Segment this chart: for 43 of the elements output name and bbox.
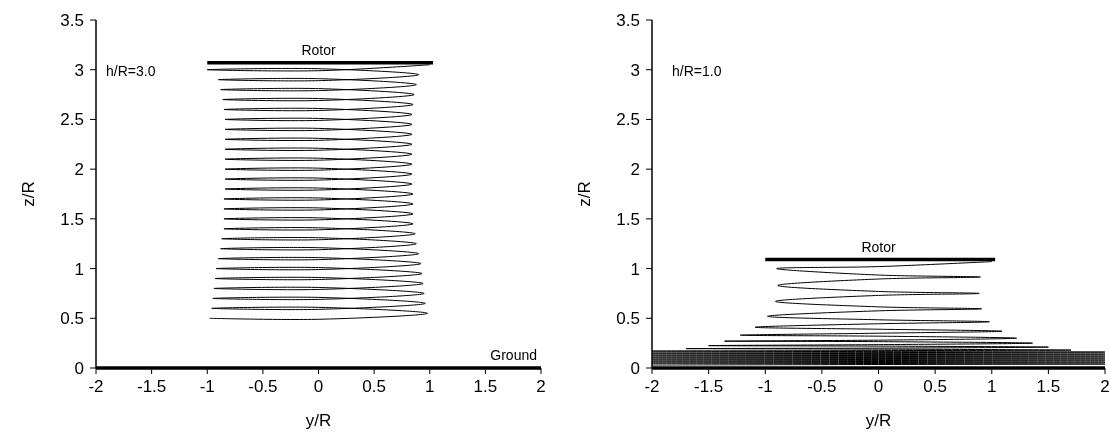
y-tick-label: 0 [74, 359, 84, 378]
x-axis-title: y/R [865, 411, 892, 430]
y-tick-label: 1 [74, 259, 84, 279]
annotation: h/R=3.0 [106, 63, 156, 79]
y-tick-label: 1 [630, 259, 640, 279]
y-tick-label: 2 [74, 160, 84, 180]
x-tick-label: 1.5 [1036, 377, 1061, 396]
y-tick-label: 1.5 [60, 209, 84, 229]
ref-line-label: Ground [490, 347, 537, 363]
y-tick-label: 3 [630, 60, 640, 80]
x-tick-label: -0.5 [248, 377, 278, 396]
y-axis-title: z/R [575, 181, 594, 207]
y-tick-label: 0 [630, 359, 640, 378]
x-tick-label: -1.5 [693, 377, 724, 396]
y-tick-label: 0.5 [60, 309, 84, 329]
y-tick-label: 3 [74, 60, 84, 80]
y-tick-label: 0.5 [616, 309, 640, 329]
x-axis-title: y/R [305, 411, 332, 430]
x-tick-label: -2 [644, 377, 660, 396]
y-tick-label: 2.5 [616, 110, 640, 130]
x-tick-label: -1 [199, 377, 215, 396]
y-tick-label: 3.5 [616, 11, 640, 30]
annotation: h/R=1.0 [672, 63, 722, 79]
y-tick-label: 2.5 [60, 110, 84, 130]
x-tick-label: 0.5 [362, 377, 386, 396]
y-axis-title: z/R [19, 181, 38, 207]
y-tick-label: 2 [630, 160, 640, 180]
x-tick-label: 0 [313, 377, 324, 396]
y-tick-label: 3.5 [60, 11, 84, 30]
x-tick-label: 0.5 [923, 377, 947, 396]
annotation: Rotor [861, 238, 896, 255]
x-tick-label: 2 [1100, 377, 1110, 396]
x-tick-label: 0 [873, 377, 884, 396]
x-tick-label: 1 [987, 377, 997, 396]
x-tick-label: 1 [425, 377, 435, 396]
y-tick-label: 1.5 [616, 209, 640, 229]
x-tick-label: -2 [88, 377, 104, 396]
x-tick-label: 1.5 [473, 377, 498, 396]
annotation: Rotor [301, 41, 336, 58]
x-tick-label: -0.5 [807, 377, 837, 396]
x-tick-label: -1 [757, 377, 773, 396]
x-tick-label: -1.5 [136, 377, 167, 396]
x-tick-label: 2 [536, 377, 546, 396]
